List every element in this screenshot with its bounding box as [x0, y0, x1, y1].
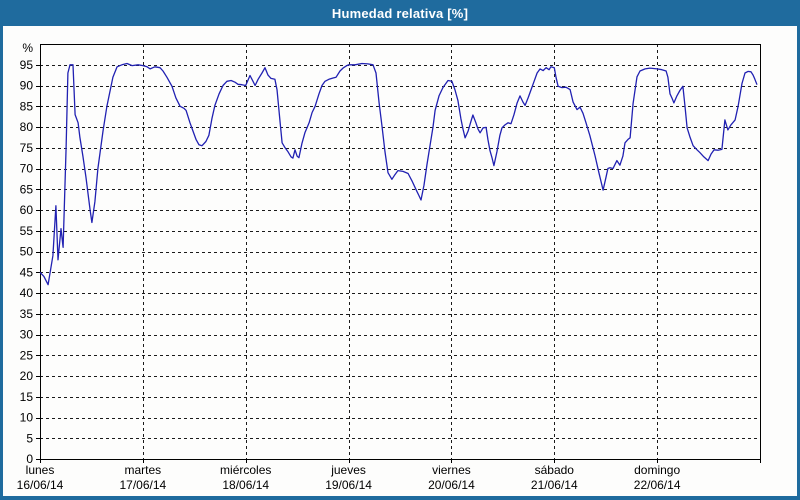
y-tick-label: 50 — [20, 245, 34, 259]
y-tick-label: 30 — [20, 328, 34, 342]
y-tick-label: 25 — [20, 348, 34, 362]
y-tick-label: 5 — [26, 431, 33, 445]
y-axis-unit-label: % — [22, 41, 33, 55]
day-date-label: 21/06/14 — [531, 478, 578, 492]
y-tick-label: 70 — [20, 162, 34, 176]
day-date-label: 16/06/14 — [17, 478, 64, 492]
day-date-label: 17/06/14 — [119, 478, 166, 492]
plot-frame — [40, 44, 761, 460]
y-tick-label: 95 — [20, 58, 34, 72]
y-tick-label: 65 — [20, 182, 34, 196]
day-name-label: miércoles — [220, 463, 271, 477]
title-bar[interactable]: Humedad relativa [%] — [0, 0, 800, 26]
day-date-label: 22/06/14 — [634, 478, 681, 492]
y-tick-label: 75 — [20, 141, 34, 155]
grid-lines — [40, 44, 760, 459]
y-tick-label: 35 — [20, 307, 34, 321]
axis-labels: 0 5 10 15 20 25 30 35 40 45 50 55 60 65 70 75 80 85 90 95% l… — [17, 41, 681, 492]
day-name-label: sábado — [535, 463, 575, 477]
day-date-label: 18/06/14 — [222, 478, 269, 492]
day-name-label: jueves — [330, 463, 366, 477]
y-tick-label: 55 — [20, 224, 34, 238]
day-date-label: 19/06/14 — [325, 478, 372, 492]
day-name-label: lunes — [26, 463, 55, 477]
day-date-label: 20/06/14 — [428, 478, 475, 492]
day-name-label: domingo — [634, 463, 680, 477]
y-tick-label: 15 — [20, 390, 34, 404]
chart-background — [3, 26, 797, 496]
y-tick-label: 0 — [26, 452, 33, 466]
y-tick-label: 85 — [20, 99, 34, 113]
humidity-line — [39, 62, 758, 286]
y-tick-label: 90 — [20, 79, 34, 93]
y-tick-label: 20 — [20, 369, 34, 383]
y-tick-label: 40 — [20, 286, 34, 300]
y-tick-label: 10 — [20, 411, 34, 425]
day-name-label: viernes — [432, 463, 471, 477]
y-tick-label: 80 — [20, 120, 34, 134]
window-title: Humedad relativa [%] — [331, 5, 469, 21]
y-tick-label: 45 — [20, 265, 34, 279]
y-tick-label: 60 — [20, 203, 34, 217]
day-name-label: martes — [125, 463, 162, 477]
axis-ticks — [36, 65, 761, 463]
